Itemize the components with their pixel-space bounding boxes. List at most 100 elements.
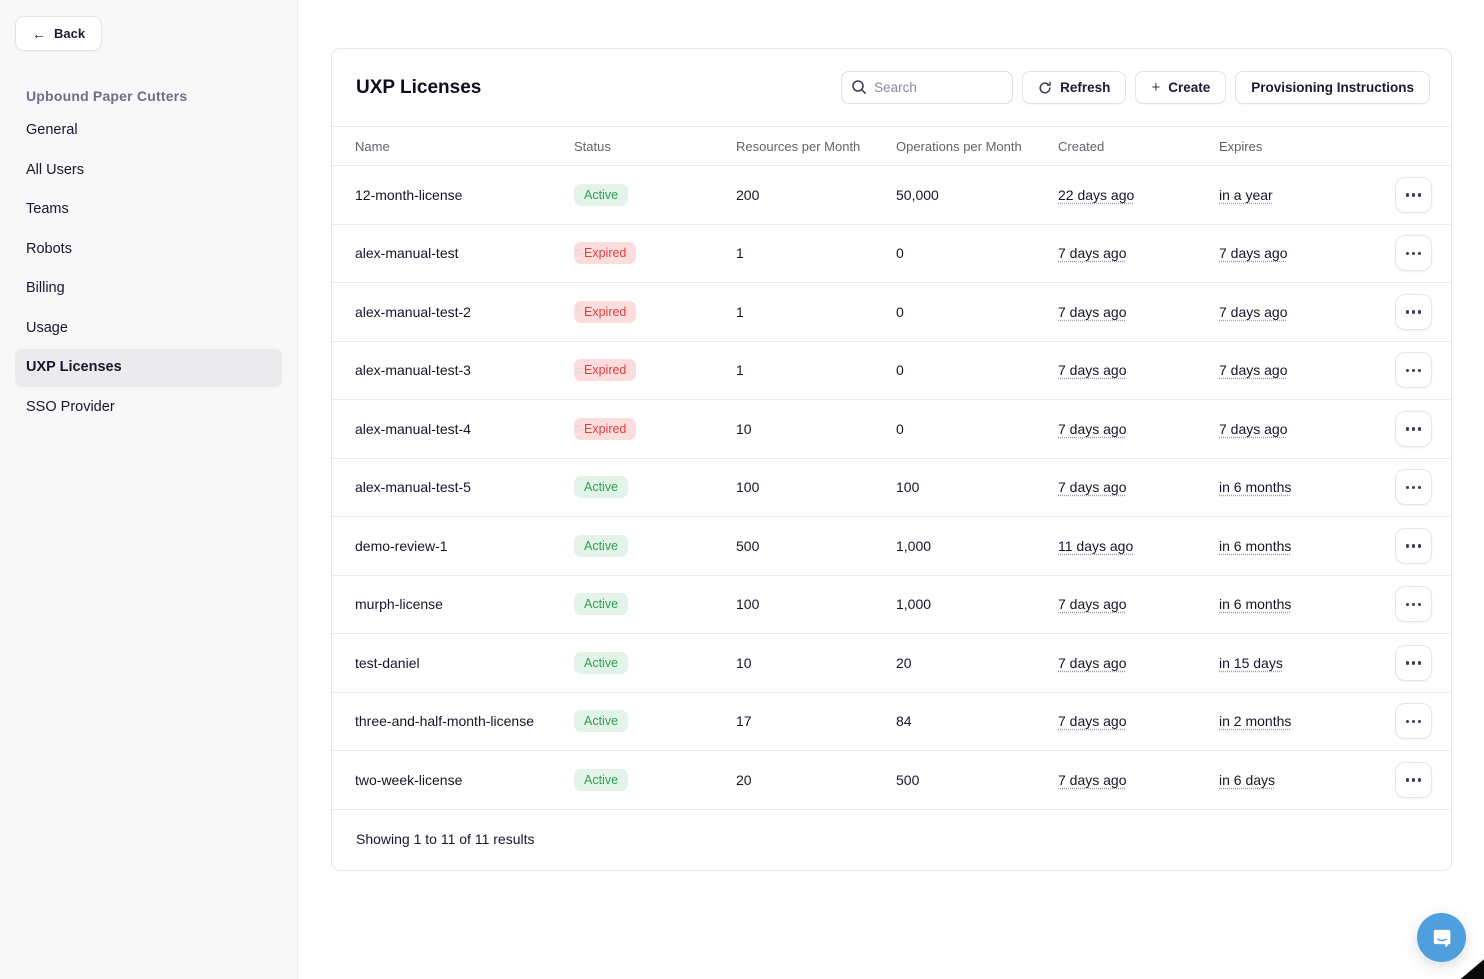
sidebar-item-robots[interactable]: Robots — [26, 240, 72, 257]
resources-per-month: 10 — [736, 654, 752, 671]
header-controls: Refresh + Create Provisioning Instructio… — [841, 71, 1430, 104]
search-box — [841, 71, 1014, 104]
sidebar-nav: General All Users Teams Robots Billing Usage U… — [15, 112, 282, 427]
table-row: murph-license Active 100 1,000 7 days ag… — [332, 576, 1451, 634]
column-header-created: Created — [1058, 138, 1105, 154]
row-actions-button[interactable] — [1395, 644, 1432, 681]
expires-time: in 6 months — [1219, 537, 1292, 554]
resources-per-month: 20 — [736, 771, 752, 788]
expires-time: in 6 days — [1219, 771, 1276, 788]
row-actions-button[interactable] — [1395, 703, 1432, 740]
license-name: murph-license — [355, 596, 443, 613]
column-header-expires: Expires — [1219, 138, 1263, 154]
ellipsis-icon — [1405, 778, 1410, 782]
provisioning-instructions-button[interactable]: Provisioning Instructions — [1235, 71, 1430, 104]
status-badge: Active — [574, 768, 629, 791]
table-row: alex-manual-test-4 Expired 10 0 7 days a… — [332, 400, 1451, 459]
row-actions-button[interactable] — [1395, 761, 1432, 798]
create-button-label: Create — [1168, 80, 1211, 95]
row-actions-button[interactable] — [1395, 527, 1432, 564]
main-content: UXP Licenses Refresh — [298, 0, 1484, 979]
search-input[interactable] — [841, 71, 1014, 104]
created-time: 7 days ago — [1058, 303, 1127, 320]
license-name: two-week-license — [355, 771, 463, 788]
ellipsis-icon — [1405, 193, 1410, 197]
expires-time: 7 days ago — [1219, 420, 1288, 437]
table-row: alex-manual-test Expired 1 0 7 days ago … — [332, 225, 1451, 283]
table-row: alex-manual-test-2 Expired 1 0 7 days ag… — [332, 283, 1451, 342]
org-title: Upbound Paper Cutters — [26, 88, 188, 104]
table-row: three-and-half-month-license Active 17 8… — [332, 693, 1451, 751]
ellipsis-icon — [1405, 719, 1410, 723]
created-time: 7 days ago — [1058, 713, 1127, 730]
created-time: 7 days ago — [1058, 771, 1127, 788]
resources-per-month: 1 — [736, 303, 744, 320]
row-actions-button[interactable] — [1395, 235, 1432, 272]
page-title: UXP Licenses — [356, 76, 482, 98]
license-name: alex-manual-test-5 — [355, 479, 471, 496]
sidebar-item-sso-provider[interactable]: SSO Provider — [26, 398, 115, 415]
row-actions-button[interactable] — [1395, 469, 1432, 506]
sidebar-item-usage[interactable]: Usage — [26, 319, 68, 336]
settings-sidebar: ← Back Upbound Paper Cutters General All … — [0, 0, 298, 979]
chat-launcher-button[interactable] — [1417, 913, 1466, 962]
ellipsis-icon — [1405, 310, 1410, 314]
table-body: 12-month-license Active 200 50,000 22 da… — [332, 166, 1451, 810]
cursor-artifact — [1460, 959, 1484, 979]
table-header-row: Name Status Resources per Month Operatio… — [332, 126, 1451, 166]
resources-per-month: 1 — [736, 245, 744, 262]
operations-per-month: 20 — [896, 654, 912, 671]
license-name: test-daniel — [355, 654, 420, 671]
table-row: 12-month-license Active 200 50,000 22 da… — [332, 166, 1451, 225]
operations-per-month: 0 — [896, 362, 904, 379]
row-actions-button[interactable] — [1395, 176, 1432, 213]
column-header-operations: Operations per Month — [896, 138, 1022, 154]
plus-icon: + — [1151, 79, 1161, 96]
license-name: alex-manual-test-3 — [355, 362, 471, 379]
row-actions-button[interactable] — [1395, 293, 1432, 330]
row-actions-button[interactable] — [1395, 352, 1432, 389]
operations-per-month: 84 — [896, 713, 912, 730]
operations-per-month: 500 — [896, 771, 920, 788]
table-row: alex-manual-test-5 Active 100 100 7 days… — [332, 459, 1451, 517]
expires-time: in a year — [1219, 186, 1273, 203]
refresh-button[interactable]: Refresh — [1022, 71, 1127, 104]
column-header-status: Status — [574, 138, 611, 154]
ellipsis-icon — [1405, 427, 1410, 431]
license-name: 12-month-license — [355, 186, 463, 203]
provisioning-instructions-label: Provisioning Instructions — [1251, 80, 1414, 95]
row-actions-button[interactable] — [1395, 586, 1432, 623]
results-summary: Showing 1 to 11 of 11 results — [356, 830, 535, 847]
license-name: alex-manual-test-2 — [355, 303, 471, 320]
resources-per-month: 200 — [736, 186, 760, 203]
back-button[interactable]: ← Back — [15, 16, 103, 51]
sidebar-item-uxp-licenses[interactable]: UXP Licenses — [15, 349, 282, 387]
status-badge: Active — [574, 710, 629, 733]
license-name: three-and-half-month-license — [355, 713, 534, 730]
operations-per-month: 0 — [896, 420, 904, 437]
sidebar-item-general[interactable]: General — [26, 122, 78, 138]
table-row: test-daniel Active 10 20 7 days ago in 1… — [332, 634, 1451, 693]
operations-per-month: 0 — [896, 245, 904, 262]
resources-per-month: 1 — [736, 362, 744, 379]
expires-time: in 15 days — [1219, 654, 1283, 671]
resources-per-month: 100 — [736, 596, 760, 613]
sidebar-item-all-users[interactable]: All Users — [26, 161, 85, 178]
resources-per-month: 17 — [736, 713, 752, 730]
ellipsis-icon — [1405, 661, 1410, 665]
expires-time: 7 days ago — [1219, 303, 1288, 320]
licenses-card: UXP Licenses Refresh — [331, 48, 1452, 871]
row-actions-button[interactable] — [1395, 410, 1432, 447]
column-header-resources: Resources per Month — [736, 138, 861, 154]
status-badge: Active — [574, 651, 629, 674]
create-button[interactable]: + Create — [1135, 71, 1227, 104]
card-header: UXP Licenses Refresh — [332, 49, 1451, 126]
created-time: 22 days ago — [1058, 186, 1135, 203]
status-badge: Active — [574, 476, 629, 499]
operations-per-month: 100 — [896, 479, 920, 496]
table-row: demo-review-1 Active 500 1,000 11 days a… — [332, 517, 1451, 576]
sidebar-item-teams[interactable]: Teams — [26, 201, 69, 218]
created-time: 11 days ago — [1058, 537, 1134, 554]
sidebar-item-billing[interactable]: Billing — [26, 280, 65, 297]
